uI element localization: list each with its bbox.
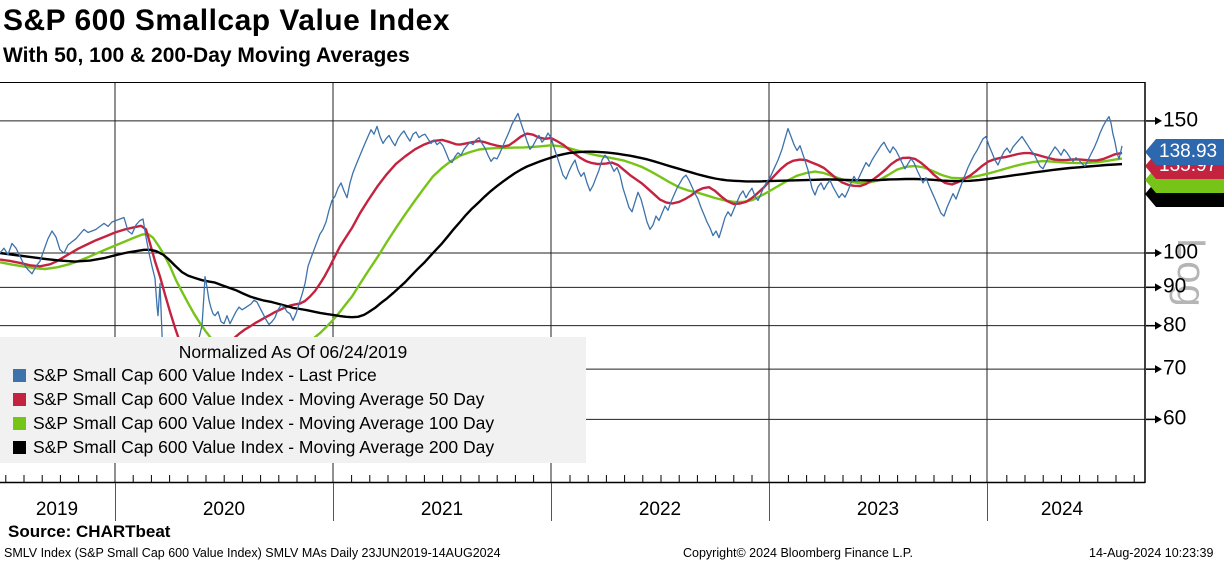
x-year-label: 2024	[1040, 499, 1084, 520]
legend-item-last-price: S&P Small Cap 600 Value Index - Last Pri…	[13, 363, 586, 387]
y-tick-label: 60	[1163, 406, 1187, 430]
chart-subtitle: With 50, 100 & 200-Day Moving Averages	[3, 44, 410, 67]
legend-box: Normalized As Of 06/24/2019 S&P Small Ca…	[0, 337, 586, 463]
x-year-label: 2023	[856, 499, 900, 520]
ticker-description: SMLV Index (S&P Small Cap 600 Value Inde…	[4, 546, 501, 560]
legend-item-label: S&P Small Cap 600 Value Index - Last Pri…	[33, 364, 377, 385]
x-year-label: 2021	[420, 499, 464, 520]
year-separator	[551, 483, 552, 521]
y-tick-arrow-head	[1155, 283, 1162, 292]
year-separator	[769, 483, 770, 521]
last-price-badge: 138.93	[1145, 139, 1224, 165]
ma200-swatch-icon	[13, 440, 26, 454]
year-separator	[987, 483, 988, 521]
y-tick-arrow-head	[1155, 365, 1162, 374]
timestamp: 14-Aug-2024 10:23:39	[1089, 546, 1214, 560]
y-tick-arrow-head	[1155, 415, 1162, 424]
ma50-swatch-icon	[13, 392, 26, 406]
y-tick-label: 70	[1163, 356, 1187, 380]
legend-item-ma200: S&P Small Cap 600 Value Index - Moving A…	[13, 435, 586, 459]
ma100-swatch-icon	[13, 416, 26, 430]
series-line	[0, 144, 1123, 372]
x-year-label: 2020	[202, 499, 246, 520]
last-price-swatch-icon	[13, 368, 26, 382]
source-line: Source: CHARTbeat	[8, 522, 171, 541]
legend-item-ma50: S&P Small Cap 600 Value Index - Moving A…	[13, 387, 586, 411]
y-tick-label: 100	[1163, 240, 1199, 264]
y-tick-arrow-head	[1155, 249, 1162, 257]
series-line	[0, 150, 1123, 319]
chart-title: S&P 600 Smallcap Value Index	[3, 4, 451, 37]
legend-item-label: S&P Small Cap 600 Value Index - Moving A…	[33, 436, 495, 457]
legend-item-label: S&P Small Cap 600 Value Index - Moving A…	[33, 412, 495, 433]
y-tick-arrow-head	[1155, 321, 1162, 330]
y-tick-label: 90	[1163, 274, 1187, 298]
legend-item-ma100: S&P Small Cap 600 Value Index - Moving A…	[13, 411, 586, 435]
x-year-label: 2022	[638, 499, 682, 520]
x-year-label: 2019	[35, 499, 79, 520]
year-separator	[115, 483, 116, 521]
year-separator	[333, 483, 334, 521]
legend-item-label: S&P Small Cap 600 Value Index - Moving A…	[33, 388, 485, 409]
y-tick-label: 80	[1163, 313, 1187, 337]
legend-normalized-note: Normalized As Of 06/24/2019	[178, 342, 408, 362]
copyright-text: Copyright© 2024 Bloomberg Finance L.P.	[683, 546, 913, 560]
y-tick-label: 150	[1163, 108, 1199, 132]
y-tick-arrow-head	[1155, 116, 1162, 125]
